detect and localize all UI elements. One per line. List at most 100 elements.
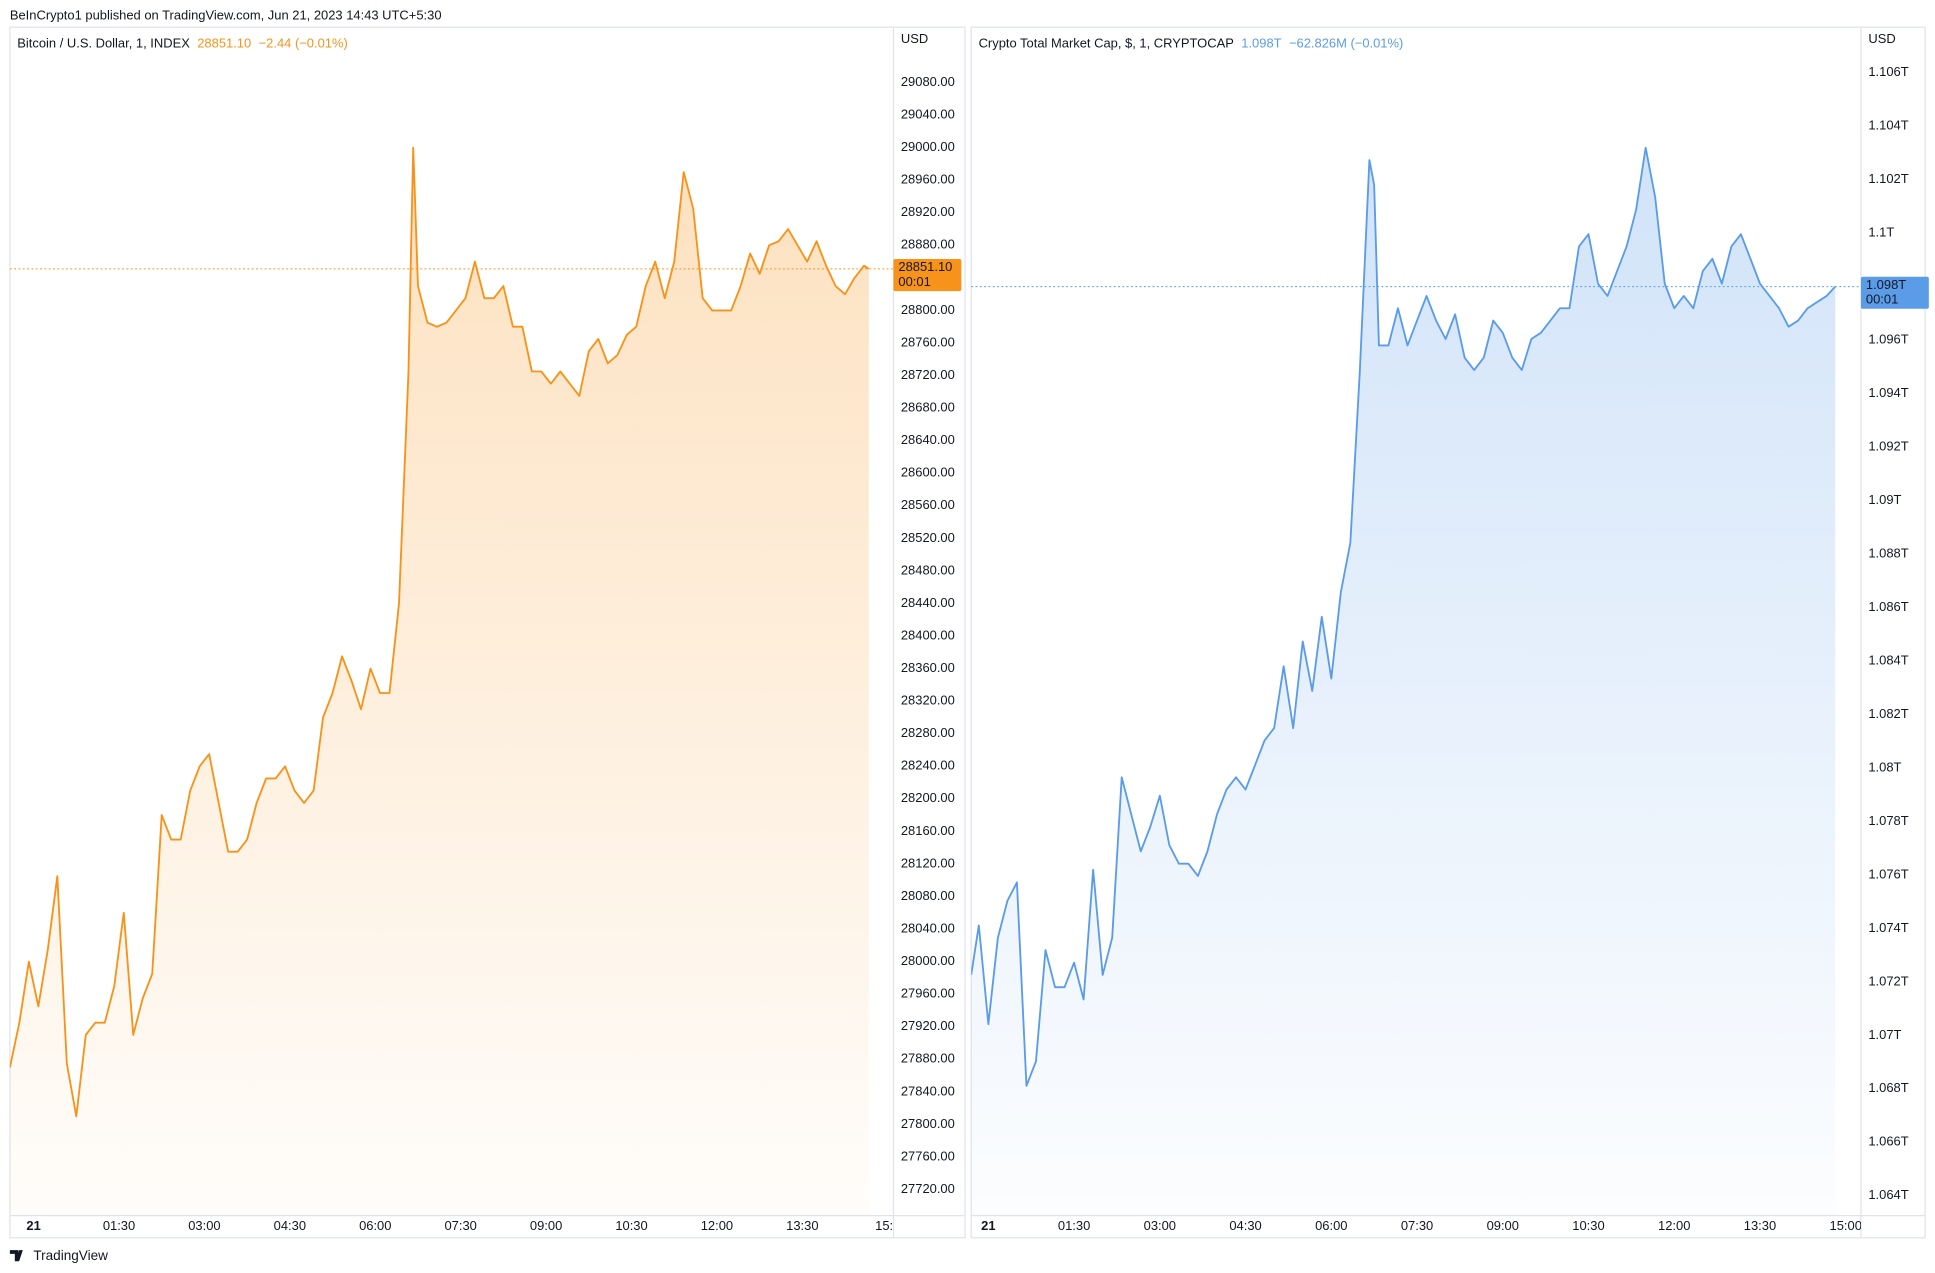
y-tick-label: 27800.00: [901, 1116, 955, 1131]
y-tick-label: 28040.00: [901, 920, 955, 935]
y-tick-label: 1.07T: [1868, 1027, 1901, 1042]
legend-value: 28851.10: [197, 36, 251, 51]
x-tick-label: 15:00: [1830, 1218, 1862, 1233]
x-tick-label: 10:30: [615, 1218, 647, 1233]
y-tick-label: 28480.00: [901, 562, 955, 577]
y-tick-label: 28080.00: [901, 888, 955, 903]
x-tick-label: 13:30: [1744, 1218, 1776, 1233]
y-tick-label: 1.102T: [1868, 171, 1908, 186]
y-tick-label: 1.094T: [1868, 385, 1908, 400]
y-tick-label: 27840.00: [901, 1083, 955, 1098]
y-tick-label: 1.096T: [1868, 331, 1908, 346]
y-tick-label: 1.072T: [1868, 973, 1908, 988]
y-tick-label: 29000.00: [901, 139, 955, 154]
legend-title: Crypto Total Market Cap, $, 1, CRYPTOCAP: [979, 36, 1234, 51]
y-tick-label: 27720.00: [901, 1181, 955, 1196]
y-tick-label: 29040.00: [901, 107, 955, 122]
y-tick-label: 28600.00: [901, 465, 955, 480]
area-fill: [971, 147, 1836, 1216]
y-tick-label: 28560.00: [901, 497, 955, 512]
legend: Bitcoin / U.S. Dollar, 1, INDEX 28851.10−…: [17, 36, 348, 51]
y-tick-label: 1.068T: [1868, 1080, 1908, 1095]
x-tick-label: 21: [26, 1218, 40, 1233]
y-tick-label: 1.092T: [1868, 438, 1908, 453]
legend-change: −62.826M (−0.01%): [1289, 36, 1403, 51]
y-tick-label: 28240.00: [901, 758, 955, 773]
tradingview-logo: [9, 1250, 23, 1262]
y-tick-label: 28960.00: [901, 172, 955, 187]
y-tick-label: 28720.00: [901, 367, 955, 382]
x-tick-label: 09:00: [530, 1218, 562, 1233]
y-tick-label: 27960.00: [901, 986, 955, 1001]
price-tag: [893, 258, 962, 292]
legend-title: Bitcoin / U.S. Dollar, 1, INDEX: [17, 36, 190, 51]
chart-panel: 1.064T 1.066T 1.068T 1.07T 1.072T 1.074T 1.076…: [970, 26, 1929, 1239]
x-tick-label: 01:30: [103, 1218, 135, 1233]
y-tick-label: 1.064T: [1868, 1187, 1908, 1202]
legend: Crypto Total Market Cap, $, 1, CRYPTOCAP…: [979, 36, 1404, 51]
x-tick-label: 07:30: [444, 1218, 476, 1233]
chart-panel: 27720.00 27760.00 27800.00 27840.00 27880.00…: [9, 26, 966, 1239]
y-tick-label: 28440.00: [901, 595, 955, 610]
x-tick-label: 03:00: [1144, 1218, 1176, 1233]
y-tick-label: 27760.00: [901, 1148, 955, 1163]
y-tick-label: 1.08T: [1868, 759, 1901, 774]
currency-label: USD: [1868, 31, 1895, 46]
y-tick-label: 28520.00: [901, 530, 955, 545]
y-tick-label: 28360.00: [901, 660, 955, 675]
currency-bg: [1862, 28, 1924, 51]
x-tick-label: 13:30: [786, 1218, 818, 1233]
x-tick-label: 06:00: [359, 1218, 391, 1233]
footer-brand: TradingView: [33, 1248, 108, 1263]
y-tick-label: 28000.00: [901, 953, 955, 968]
y-tick-label: 28280.00: [901, 725, 955, 740]
y-tick-label: 1.066T: [1868, 1134, 1908, 1149]
y-tick-label: 1.078T: [1868, 813, 1908, 828]
y-tick-label: 28920.00: [901, 204, 955, 219]
price-line: [971, 146, 1836, 1087]
price-tag-countdown: 00:01: [898, 274, 930, 289]
y-tick-label: 28120.00: [901, 855, 955, 870]
x-tick-label: 04:30: [274, 1218, 306, 1233]
y-tick-label: 28640.00: [901, 432, 955, 447]
x-tick-label: 06:00: [1315, 1218, 1347, 1233]
price-tag-countdown: 00:01: [1866, 292, 1898, 307]
y-tick-label: 29080.00: [901, 74, 955, 89]
y-tick-label: 1.106T: [1868, 64, 1908, 79]
y-tick-label: 1.086T: [1868, 599, 1908, 614]
x-tick-label: 12:00: [1658, 1218, 1690, 1233]
legend-value: 1.098T: [1241, 36, 1281, 51]
area-fill: [9, 147, 869, 1216]
y-tick-label: 1.1T: [1868, 225, 1894, 240]
x-tick-label: 21: [981, 1218, 995, 1233]
x-tick-label: 03:00: [188, 1218, 220, 1233]
y-tick-label: 1.088T: [1868, 545, 1908, 560]
y-tick-label: 1.076T: [1868, 866, 1908, 881]
y-tick-label: 27920.00: [901, 1018, 955, 1033]
y-tick-label: 28760.00: [901, 334, 955, 349]
y-tick-label: 1.084T: [1868, 652, 1908, 667]
y-tick-label: 1.082T: [1868, 706, 1908, 721]
y-tick-label: 27880.00: [901, 1051, 955, 1066]
price-tag: [1860, 276, 1929, 309]
y-tick-label: 1.104T: [1868, 118, 1908, 133]
x-tick-label: 09:00: [1487, 1218, 1519, 1233]
x-tick-label: 12:00: [701, 1218, 733, 1233]
y-tick-label: 28320.00: [901, 693, 955, 708]
y-tick-label: 28400.00: [901, 627, 955, 642]
price-tag-value: 28851.10: [898, 259, 952, 274]
x-tick-label: 07:30: [1401, 1218, 1433, 1233]
x-tick-label: 01:30: [1058, 1218, 1090, 1233]
y-tick-label: 28800.00: [901, 302, 955, 317]
y-tick-label: 28680.00: [901, 400, 955, 415]
legend-change: −2.44 (−0.01%): [259, 36, 348, 51]
y-tick-label: 28200.00: [901, 790, 955, 805]
y-tick-label: 1.09T: [1868, 492, 1901, 507]
y-tick-label: 28160.00: [901, 823, 955, 838]
y-tick-label: 1.074T: [1868, 920, 1908, 935]
price-line: [9, 146, 870, 1118]
publish-info: BeInCrypto1 published on TradingView.com…: [10, 8, 442, 23]
currency-bg: [894, 28, 964, 51]
x-tick-label: 04:30: [1229, 1218, 1261, 1233]
